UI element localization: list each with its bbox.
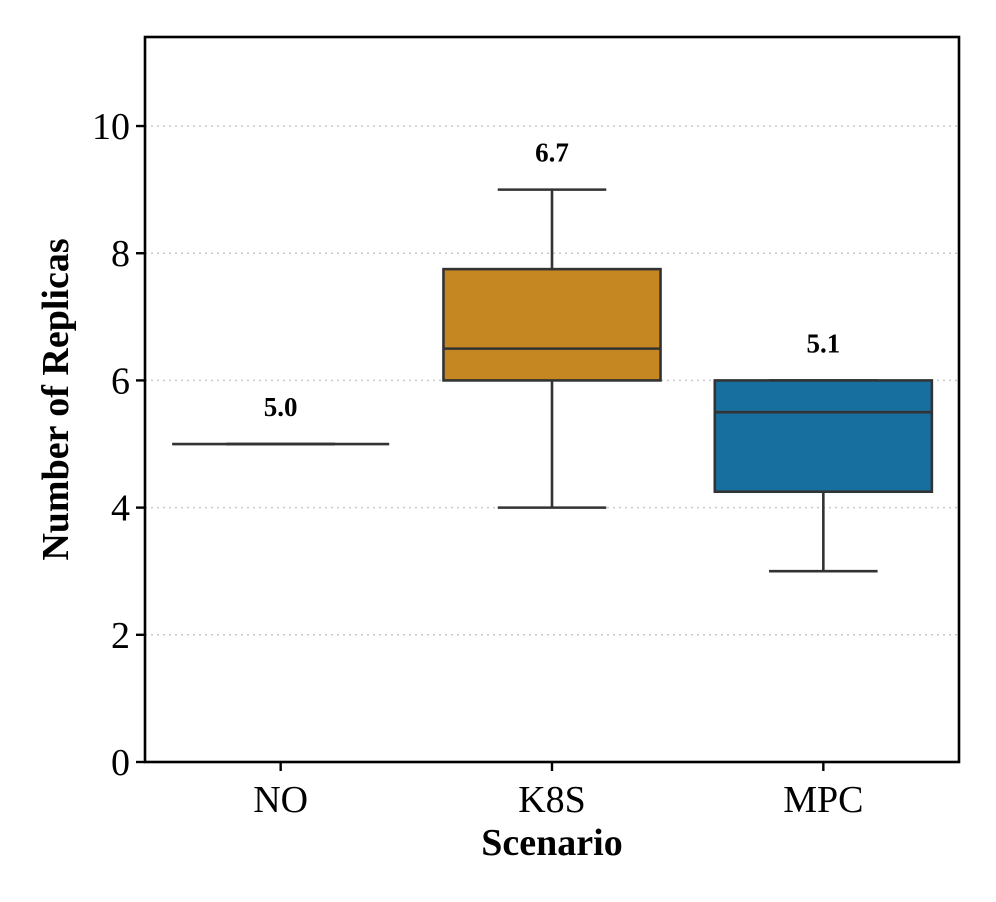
iqr-box-mpc xyxy=(713,379,934,494)
y-tick-label-2: 2 xyxy=(111,615,130,657)
x-tick-label-no: NO xyxy=(253,779,308,821)
boxes xyxy=(172,188,934,573)
y-tick-label-10: 10 xyxy=(92,106,130,148)
y-tick-label-8: 8 xyxy=(111,233,130,275)
iqr-box-k8s xyxy=(442,267,662,382)
x-axis-title: Scenario xyxy=(481,822,622,864)
y-axis-title: Number of Replicas xyxy=(35,238,77,560)
mean-label-no: 5.0 xyxy=(264,392,298,422)
mean-label-k8s: 6.7 xyxy=(535,138,569,168)
mean-label-mpc: 5.1 xyxy=(806,328,840,358)
x-axis-ticks: NO K8S MPC xyxy=(253,762,863,821)
y-tick-label-6: 6 xyxy=(111,360,130,402)
x-tick-label-mpc: MPC xyxy=(783,779,863,821)
box-k8s xyxy=(442,188,662,509)
x-tick-label-k8s: K8S xyxy=(518,779,586,821)
y-tick-label-0: 0 xyxy=(111,742,130,784)
box-mpc xyxy=(713,379,934,573)
y-axis-ticks: 0 2 4 6 8 10 xyxy=(92,106,145,784)
y-tick-label-4: 4 xyxy=(111,488,130,530)
mean-labels: 5.0 6.7 5.1 xyxy=(264,138,840,422)
